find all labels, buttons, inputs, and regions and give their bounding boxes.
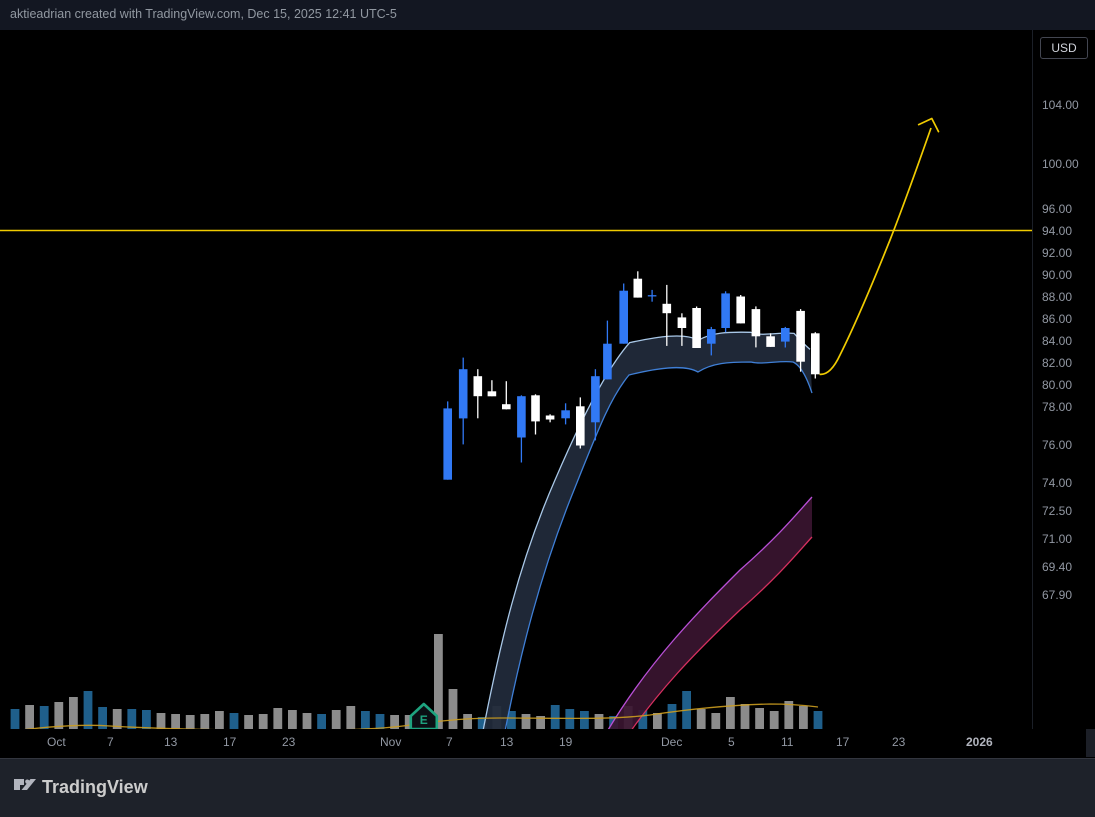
svg-text:E: E (420, 713, 428, 727)
